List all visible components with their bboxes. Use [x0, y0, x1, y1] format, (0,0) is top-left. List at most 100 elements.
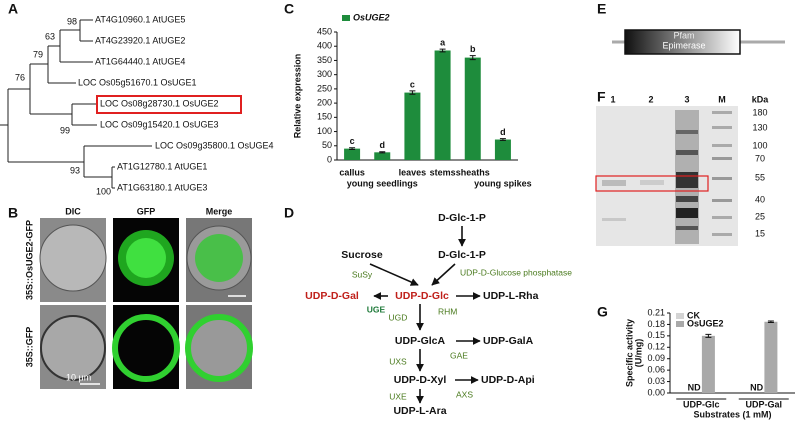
panel-label: D — [284, 205, 294, 221]
bootstrap: 100 — [96, 186, 111, 196]
error-bar — [439, 48, 446, 53]
domain-name: Epimerase — [662, 40, 705, 50]
marker-size: 70 — [755, 153, 765, 163]
domain-database: Pfam — [673, 30, 694, 40]
legend-label: OsUGE2 — [353, 12, 390, 22]
metabolite: UDP-D-Glc — [395, 290, 449, 302]
x-tick-label: stems — [430, 167, 456, 177]
enzyme: UGD — [389, 312, 408, 322]
marker-labels: 180 130 100 70 55 40 25 15 — [752, 107, 767, 238]
enzyme: UDP-D-Glucose phosphatase — [460, 267, 572, 277]
marker-size: 180 — [752, 107, 767, 117]
leaf-label: AT1G64440.1 AtUGE4 — [95, 56, 185, 66]
bar — [701, 335, 715, 393]
metabolite: UDP-D-Xyl — [394, 374, 447, 386]
x-tick-label: leaves — [399, 167, 427, 177]
enzyme: UXE — [389, 391, 407, 401]
leaf-label: AT4G23920.1 AtUGE2 — [95, 35, 185, 45]
legend-swatch — [676, 313, 684, 319]
marker-size: 100 — [752, 140, 767, 150]
significance-letter: c — [350, 136, 355, 146]
panel-label: B — [8, 205, 18, 221]
metabolite: D-Glc-1-P — [438, 249, 486, 261]
marker-size: 130 — [752, 122, 767, 132]
x-tick-label: UDP-Gal — [745, 399, 782, 409]
metabolite: UDP-GlcA — [395, 335, 446, 347]
panel-label: G — [597, 304, 608, 320]
marker-size: 40 — [755, 194, 765, 204]
significance-letter: b — [470, 44, 476, 54]
enzyme: UGE — [367, 304, 386, 314]
bootstrap: 63 — [45, 31, 55, 41]
legend-swatch — [342, 15, 350, 21]
significance-letter: d — [380, 140, 386, 150]
leaf-label: LOC Os08g28730.1 OsUGE2 — [100, 98, 219, 108]
bar — [764, 321, 778, 393]
y-tick-label: 0.06 — [647, 365, 665, 375]
y-tick-label: 450 — [317, 26, 332, 36]
gel-image — [595, 106, 738, 246]
lane-label: 3 — [684, 94, 689, 104]
column-header: Merge — [206, 206, 233, 216]
y-axis-label: Relative expression — [292, 54, 302, 139]
y-tick-label: 200 — [317, 97, 332, 107]
y-tick-label: 0.09 — [647, 353, 665, 363]
y-tick-label: 50 — [322, 140, 332, 150]
error-bar — [409, 90, 416, 95]
micrographs — [39, 218, 253, 389]
bar — [404, 92, 421, 160]
y-tick-label: 0.18 — [647, 319, 665, 329]
phylogenetic-tree — [0, 19, 242, 189]
marker-size: 25 — [755, 211, 765, 221]
leaf-label: AT1G12780.1 AtUGE1 — [117, 161, 207, 171]
metabolite: D-Glc-1-P — [438, 212, 486, 224]
value-label: ND — [688, 382, 701, 392]
y-tick-label: 0.12 — [647, 342, 665, 352]
leaf-label: LOC Os05g51670.1 OsUGE1 — [78, 77, 197, 87]
metabolite: UDP-D-Gal — [305, 290, 359, 302]
bar — [464, 57, 481, 160]
bar — [494, 139, 511, 160]
y-tick-label: 0.15 — [647, 330, 665, 340]
error-bar — [469, 55, 476, 61]
y-axis-label: Specific activity — [624, 319, 634, 387]
x-tick-label: sheaths — [456, 167, 490, 177]
metabolite: Sucrose — [341, 249, 383, 261]
row-header: 35S::OsUGE2-GFP — [24, 220, 34, 300]
leaf-label: AT1G63180.1 AtUGE3 — [117, 182, 207, 192]
y-axis-label: (U/mg) — [633, 339, 643, 368]
bootstrap: 93 — [70, 165, 80, 175]
leaf-label: LOC Os09g15420.1 OsUGE3 — [100, 119, 219, 129]
x-tick-label: UDP-Glc — [683, 399, 720, 409]
y-tick-label: 0.21 — [647, 307, 665, 317]
error-bar — [499, 138, 506, 141]
enzyme: GAE — [450, 350, 468, 360]
x-axis-label: Substrates (1 mM) — [693, 409, 771, 419]
lane-label: 2 — [648, 94, 653, 104]
enzyme: RHM — [438, 306, 457, 316]
significance-letter: c — [410, 79, 415, 89]
y-tick-label: 0.03 — [647, 376, 665, 386]
significance-letter: d — [500, 127, 506, 137]
metabolite: UDP-L-Ara — [393, 405, 446, 417]
y-tick-label: 300 — [317, 69, 332, 79]
enzyme: AXS — [456, 389, 473, 399]
panel-label: E — [597, 1, 606, 17]
marker-size: 15 — [755, 228, 765, 238]
y-tick-label: 0 — [327, 154, 332, 164]
marker-size: 55 — [755, 172, 765, 182]
legend-swatch — [676, 321, 684, 327]
enzyme: SuSy — [352, 269, 373, 279]
column-header: GFP — [137, 206, 156, 216]
leaf-label: AT4G10960.1 AtUGE5 — [95, 14, 185, 24]
value-label: ND — [750, 382, 763, 392]
bar — [374, 152, 391, 160]
metabolite: UDP-D-Api — [481, 374, 535, 386]
bootstrap: 98 — [67, 16, 77, 26]
y-tick-label: 350 — [317, 55, 332, 65]
panel-label: C — [284, 1, 294, 17]
column-header: DIC — [65, 206, 81, 216]
panel-label: A — [8, 1, 18, 17]
metabolite: UDP-GalA — [483, 335, 534, 347]
